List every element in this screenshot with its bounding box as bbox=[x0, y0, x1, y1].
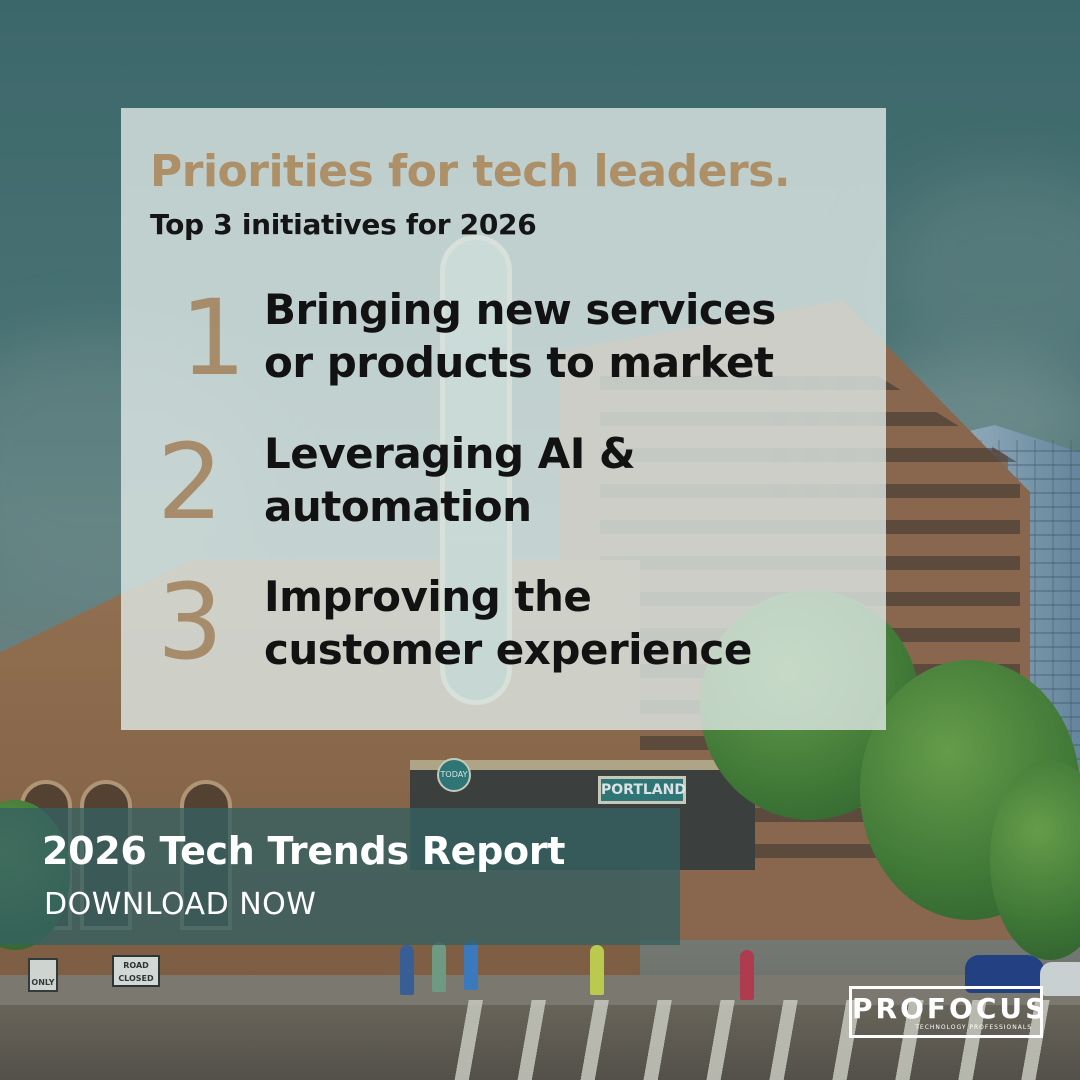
priority-item-line: Improving the bbox=[264, 572, 592, 621]
road-closed-sign: ROAD CLOSED bbox=[112, 955, 160, 987]
crosswalk bbox=[420, 1000, 1080, 1080]
report-title: 2026 Tech Trends Report bbox=[42, 829, 566, 873]
card-subheading: Top 3 initiatives for 2026 bbox=[150, 208, 537, 241]
priority-number: 1 bbox=[180, 277, 247, 399]
marquee-badge: TODAY bbox=[437, 758, 471, 792]
priorities-card bbox=[121, 108, 886, 730]
priority-item-3: Improving the customer experience bbox=[264, 570, 752, 676]
tree bbox=[990, 760, 1080, 960]
priority-number: 3 bbox=[157, 561, 224, 683]
priority-item-line: or products to market bbox=[264, 338, 774, 387]
turn-only-sign: ONLY bbox=[28, 958, 58, 992]
pedestrian bbox=[432, 942, 446, 992]
report-banner[interactable] bbox=[0, 808, 680, 945]
pedestrian bbox=[464, 940, 478, 990]
download-now-link[interactable]: DOWNLOAD NOW bbox=[44, 887, 317, 922]
priority-item-line: automation bbox=[264, 482, 532, 531]
priority-item-line: Leveraging AI & bbox=[264, 429, 636, 478]
priority-number: 2 bbox=[157, 421, 224, 543]
profocus-logo: PROFOCUS TECHNOLOGY PROFESSIONALS bbox=[849, 986, 1049, 1038]
card-heading: Priorities for tech leaders. bbox=[150, 146, 791, 197]
pedestrian bbox=[400, 945, 414, 995]
pedestrian bbox=[740, 950, 754, 1000]
priority-item-1: Bringing new services or products to mar… bbox=[264, 283, 776, 389]
logo-wordmark: PROFOCUS bbox=[852, 992, 1049, 1025]
logo-tagline: TECHNOLOGY PROFESSIONALS bbox=[915, 1024, 1032, 1031]
priority-item-2: Leveraging AI & automation bbox=[264, 427, 636, 533]
cloud bbox=[880, 170, 1080, 370]
priority-item-line: Bringing new services bbox=[264, 285, 776, 334]
priority-item-line: customer experience bbox=[264, 625, 752, 674]
car bbox=[1040, 962, 1080, 996]
marquee-sign: PORTLAND bbox=[598, 776, 686, 804]
pedestrian bbox=[590, 945, 604, 995]
